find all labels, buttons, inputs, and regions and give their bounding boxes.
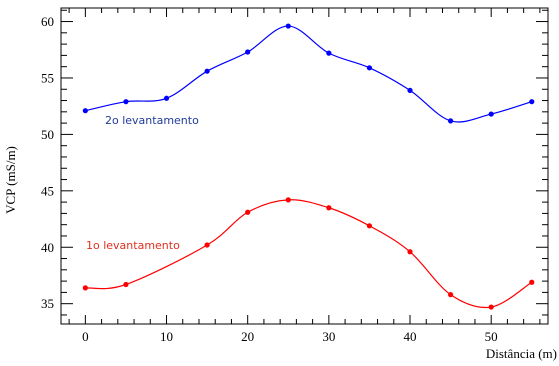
data-point-2o-levantamento	[366, 65, 373, 71]
data-point-2o-levantamento	[448, 118, 454, 124]
data-point-2o-levantamento	[163, 95, 170, 101]
series-annotation-2o-levantamento: 2o levantamento	[105, 114, 199, 127]
data-point-2o-levantamento	[326, 50, 332, 56]
y-tick-label: 50	[41, 127, 54, 142]
data-point-2o-levantamento	[82, 108, 88, 114]
series-points	[82, 23, 535, 310]
plot-border	[60, 7, 549, 325]
data-point-1o-levantamento	[82, 285, 88, 291]
data-point-1o-levantamento	[366, 223, 373, 229]
y-tick-label: 40	[41, 240, 54, 255]
data-point-2o-levantamento	[123, 99, 129, 105]
data-point-2o-levantamento	[529, 99, 535, 105]
data-point-2o-levantamento	[407, 87, 413, 93]
x-tick-label: 10	[160, 329, 173, 344]
data-point-2o-levantamento	[488, 111, 494, 117]
x-axis-title: Distância (m)	[486, 346, 557, 361]
x-tick-label: 50	[485, 329, 498, 344]
y-tick-label: 55	[41, 70, 54, 85]
data-point-1o-levantamento	[488, 304, 494, 310]
series-line-1o-levantamento	[85, 199, 533, 309]
x-tick-label: 0	[82, 329, 89, 344]
y-axis-title: VCP (mS/m)	[3, 146, 18, 214]
data-point-2o-levantamento	[204, 68, 210, 74]
data-point-1o-levantamento	[407, 249, 413, 255]
y-tick-label: 45	[41, 183, 54, 198]
x-tick-label: 20	[241, 329, 254, 344]
series-annotation-1o-levantamento: 1o levantamento	[86, 239, 180, 252]
data-point-2o-levantamento	[245, 49, 251, 55]
series-lines	[85, 25, 533, 309]
data-point-1o-levantamento	[326, 205, 332, 211]
data-point-2o-levantamento	[285, 23, 291, 29]
data-point-1o-levantamento	[285, 197, 291, 203]
series-line-2o-levantamento	[85, 25, 532, 123]
x-tick-label: 40	[404, 329, 417, 344]
plot-frame	[60, 7, 549, 325]
data-point-1o-levantamento	[123, 281, 129, 288]
axis-ticks: 0 10 20 30 40 50 35 40 45 50 55 60	[41, 8, 548, 344]
x-tick-label: 30	[322, 329, 335, 344]
y-tick-label: 35	[41, 296, 54, 311]
data-point-1o-levantamento	[204, 242, 210, 248]
chart-labels: VCP (mS/m) Distância (m) 2o levantamento…	[3, 114, 557, 361]
data-point-1o-levantamento	[245, 209, 251, 215]
data-point-1o-levantamento	[529, 279, 535, 285]
y-tick-label: 60	[41, 14, 54, 29]
data-point-1o-levantamento	[448, 292, 454, 298]
